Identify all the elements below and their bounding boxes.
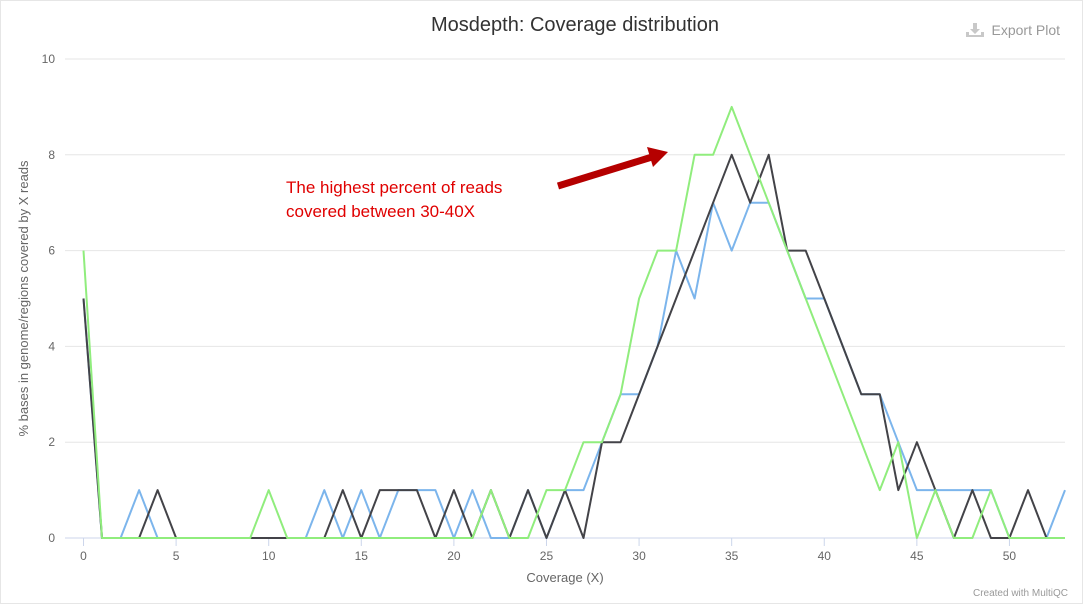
y-axis-ticks: 0 2 4 6 8 10	[42, 52, 56, 545]
export-plot-label: Export Plot	[991, 22, 1060, 38]
x-tick-label: 20	[447, 549, 461, 563]
annotation-arrow	[556, 153, 654, 190]
x-tick-label: 0	[80, 549, 87, 563]
y-tick-label: 10	[42, 52, 56, 66]
chart-title: Mosdepth: Coverage distribution	[431, 14, 719, 36]
series-line-sample-green	[82, 105, 1065, 539]
series-lines	[82, 105, 1066, 539]
x-axis-ticks: 0 5 10 15 20 25 30 35 40 45 50	[80, 538, 1016, 563]
y-tick-label: 0	[48, 531, 55, 545]
y-tick-label: 6	[48, 244, 55, 258]
x-tick-label: 45	[910, 549, 924, 563]
y-tick-label: 2	[48, 435, 55, 449]
x-tick-label: 40	[818, 549, 832, 563]
y-axis-title: % bases in genome/regions covered by X r…	[16, 160, 31, 437]
x-tick-label: 5	[173, 549, 180, 563]
export-plot-button[interactable]: Export Plot	[964, 22, 1060, 38]
x-axis-title: Coverage (X)	[526, 570, 603, 585]
x-tick-label: 10	[262, 549, 276, 563]
download-icon	[965, 23, 984, 37]
x-tick-label: 35	[725, 549, 739, 563]
annotation-line-1: The highest percent of reads	[286, 178, 502, 197]
x-tick-label: 50	[1003, 549, 1017, 563]
credit-text: Created with MultiQC	[972, 588, 1068, 599]
annotation-arrow-head	[647, 147, 668, 167]
annotation-line-2: covered between 30-40X	[286, 202, 475, 221]
x-tick-label: 25	[540, 549, 554, 563]
x-tick-label: 15	[355, 549, 369, 563]
y-tick-label: 4	[48, 339, 55, 353]
y-tick-label: 8	[48, 148, 55, 162]
x-tick-label: 30	[632, 549, 646, 563]
series-line-sample-blue	[82, 201, 1066, 539]
annotation: The highest percent of reads covered bet…	[286, 147, 668, 221]
grid-lines	[65, 58, 1065, 443]
